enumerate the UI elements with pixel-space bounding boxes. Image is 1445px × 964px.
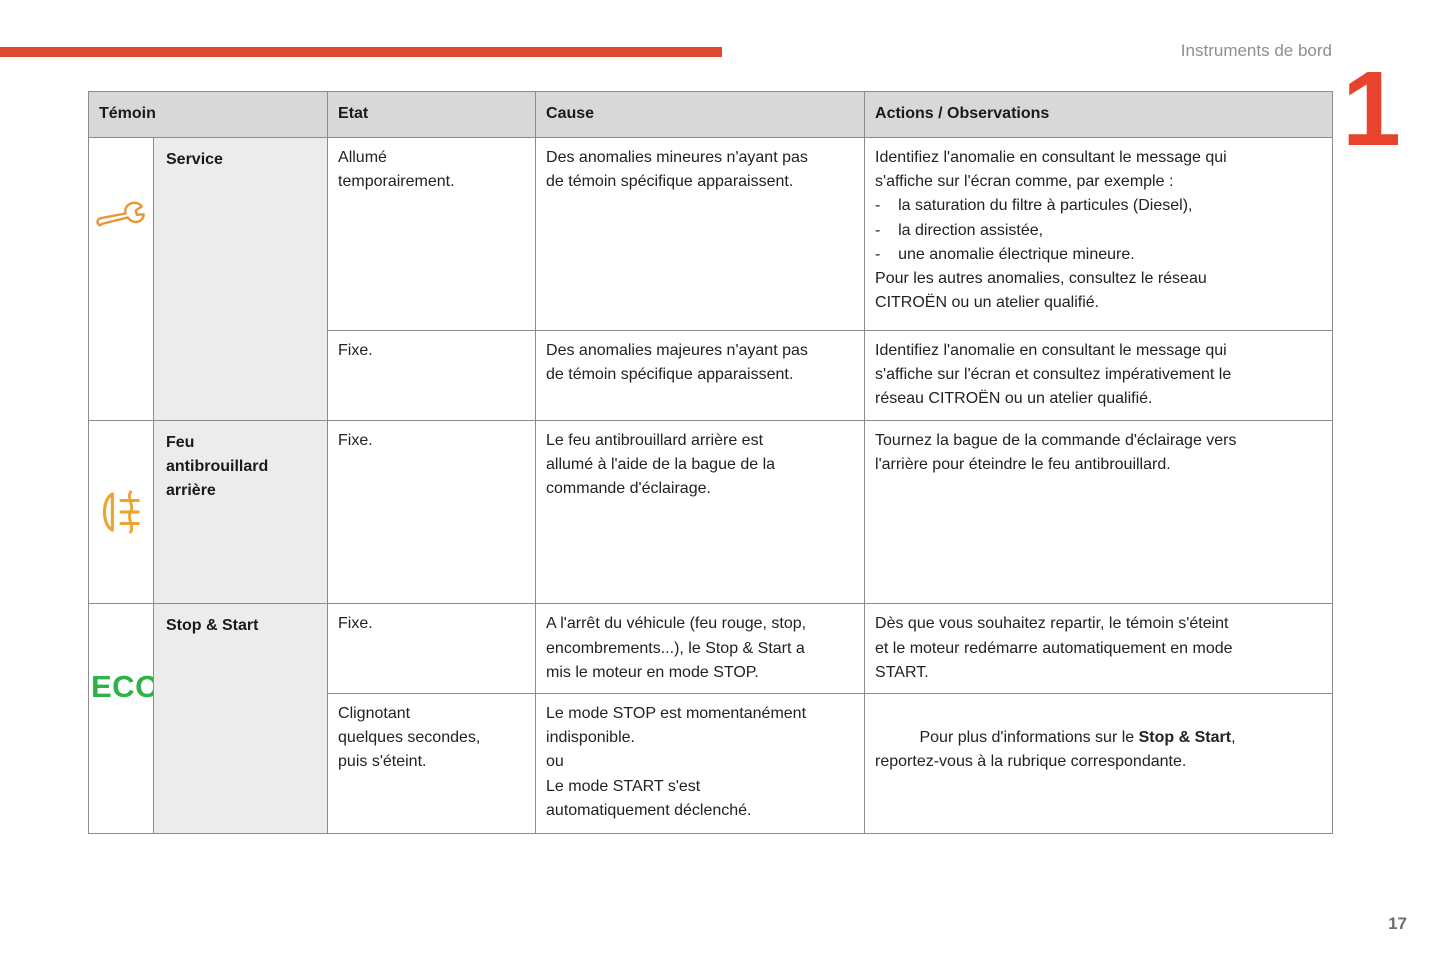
temoin-icon-cell-rear-fog (88, 419, 154, 605)
actions-cell: Dès que vous souhaitez repartir, le témo… (864, 603, 1334, 695)
eco-icon: ECO (91, 668, 154, 704)
temoin-label-service: Service (152, 137, 329, 421)
temoin-label-rear-fog: Feu antibrouillard arrière (152, 419, 329, 605)
table-row: Clignotant quelques secondes, puis s'éte… (89, 693, 1334, 835)
col-header-etat: Etat (327, 91, 537, 138)
col-header-temoin: Témoin (87, 91, 329, 138)
etat-cell: Fixe. (327, 330, 537, 421)
actions-cell: Identifiez l'anomalie en consultant le m… (864, 137, 1334, 331)
wrench-icon (96, 201, 145, 227)
table-row: Service Allumé temporairement. Des anoma… (88, 137, 1334, 421)
etat-cell: Fixe. (327, 419, 537, 605)
chapter-accent-bar (0, 47, 722, 57)
col-header-cause: Cause (535, 91, 866, 138)
actions-cell: Identifiez l'anomalie en consultant le m… (864, 330, 1334, 421)
table-row: Feu antibrouillard arrière Fixe. Le feu … (88, 419, 1334, 605)
cause-cell: Le mode STOP est momentanément indisponi… (535, 693, 866, 835)
actions-cell: Tournez la bague de la commande d'éclair… (864, 419, 1334, 605)
cause-cell: Des anomalies majeures n'ayant pas de té… (535, 330, 866, 421)
temoin-label-stop-start: Stop & Start (152, 603, 329, 835)
chapter-number: 1 (1342, 50, 1401, 168)
actions-cell: Pour plus d'informations sur le Stop & S… (864, 693, 1334, 835)
col-header-actions: Actions / Observations (864, 91, 1334, 138)
warning-lights-table: Témoin Etat Cause Actions / Observations… (87, 91, 1334, 835)
etat-cell: Clignotant quelques secondes, puis s'éte… (327, 693, 537, 835)
section-header: Instruments de bord (1180, 41, 1332, 60)
table-header-row: Témoin Etat Cause Actions / Observations (87, 91, 1334, 138)
rear-fog-light-icon (102, 490, 140, 534)
etat-cell: Fixe. (327, 603, 537, 695)
table-row: Fixe. Des anomalies majeures n'ayant pas… (89, 330, 1334, 421)
actions-text-suffix: , reportez-vous à la rubrique correspond… (875, 729, 1236, 771)
temoin-icon-cell-service (88, 137, 154, 421)
cause-cell: Le feu antibrouillard arrière est allumé… (535, 419, 866, 605)
actions-text-prefix: Pour plus d'informations sur le (919, 729, 1139, 747)
etat-cell: Allumé temporairement. (327, 137, 537, 331)
actions-text-bold: Stop & Start (1138, 729, 1232, 747)
page-number: 17 (1388, 914, 1407, 933)
cause-cell: A l'arrêt du véhicule (feu rouge, stop, … (535, 603, 866, 695)
temoin-icon-cell-stop-start: ECO (88, 603, 154, 835)
table-row: ECO Stop & Start Fixe. A l'arrêt du véhi… (88, 603, 1334, 835)
cause-cell: Des anomalies mineures n'ayant pas de té… (535, 137, 866, 331)
